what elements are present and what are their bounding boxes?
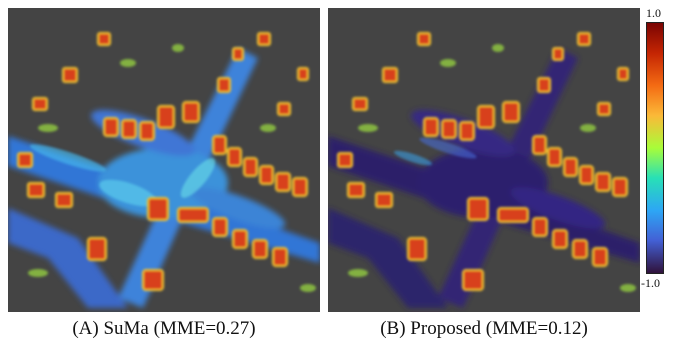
colorbar-min-label: -1.0 [641,276,660,290]
colorbar [646,22,664,274]
caption-proposed: (B) Proposed (MME=0.12) [380,318,588,339]
proposed-map-drawing [328,32,640,308]
colorbar-max-label: 1.0 [646,6,661,20]
suma-map-drawing [8,32,320,308]
caption-suma: (A) SuMa (MME=0.27) [72,318,256,339]
suma-entropy-map [8,8,320,312]
proposed-entropy-map [328,8,640,312]
